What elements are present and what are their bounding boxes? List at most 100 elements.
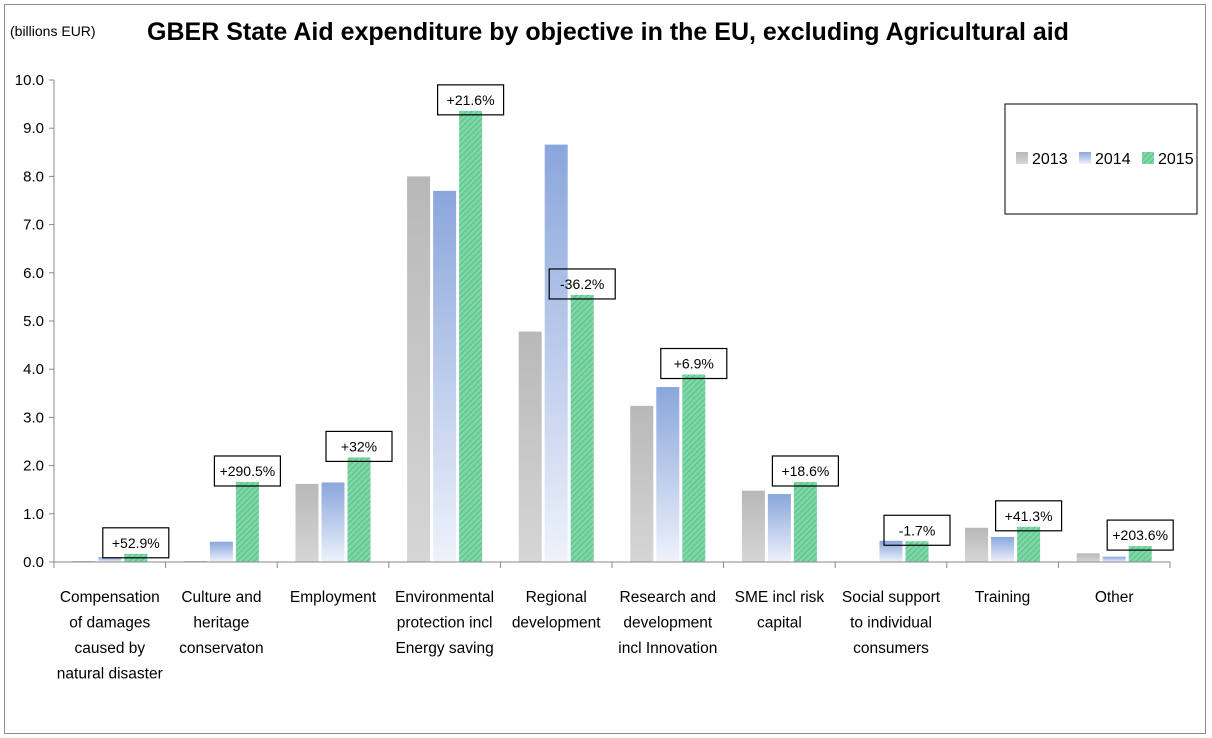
annotation-1: +290.5%	[213, 455, 281, 487]
annotation-text: +203.6%	[1112, 527, 1168, 543]
bar-2013-3	[407, 176, 431, 562]
bar-2014-2	[321, 482, 345, 562]
annotation-text: +18.6%	[781, 463, 829, 479]
bar-2014-8	[991, 536, 1015, 562]
y-tick-label: 7.0	[23, 217, 44, 234]
bar-2013-8	[965, 527, 989, 562]
legend-label-2013: 2013	[1032, 151, 1068, 168]
annotation-0: +52.9%	[102, 527, 170, 559]
bar-2015-8	[1017, 526, 1041, 562]
category-label: Training	[975, 589, 1030, 606]
bar-2013-2	[295, 483, 319, 562]
annotation-text: +41.3%	[1005, 508, 1053, 524]
category-label-line: caused by	[74, 640, 145, 657]
bar-2013-4	[518, 331, 542, 562]
y-tick-label: 1.0	[23, 506, 44, 523]
annotation-6: +18.6%	[771, 455, 840, 487]
annotation-box	[1106, 519, 1174, 551]
y-tick-label: 0.0	[23, 554, 44, 571]
change-annotations: +52.9% +290.5% +32% +21.6% -36.2% +6.9% +18.6%…	[102, 84, 1174, 559]
annotation-text: +21.6%	[447, 92, 495, 108]
category-label-line: development	[512, 615, 601, 632]
category-label-line: Training	[975, 589, 1030, 606]
category-label: Culture and heritage conservaton	[179, 589, 263, 657]
annotation-text: +6.9%	[674, 356, 714, 372]
category-label: Social support to individual consumers	[842, 589, 941, 657]
legend-label-2015: 2015	[1158, 151, 1194, 168]
bar-2015-1	[235, 481, 259, 562]
annotation-text: +290.5%	[220, 463, 276, 479]
bar-2015-9	[1128, 546, 1152, 562]
y-tick-label: 10.0	[15, 72, 44, 89]
bar-2014-6	[767, 494, 791, 562]
category-label-line: protection incl	[397, 615, 493, 632]
annotation-8: +41.3%	[994, 500, 1063, 532]
legend-box	[1004, 103, 1198, 215]
category-label: Compensation of damages caused by natural d…	[57, 589, 163, 683]
bar-2014-5	[656, 387, 680, 562]
y-tick-label: 9.0	[23, 120, 44, 137]
bar-2014-1	[209, 541, 233, 562]
annotation-text: +32%	[341, 438, 377, 454]
bar-2014-0	[98, 557, 122, 562]
annotation-box	[994, 500, 1063, 532]
bar-2013-6	[741, 490, 765, 562]
annotation-box	[883, 514, 951, 546]
category-label-line: Compensation	[60, 589, 160, 606]
annotation-2: +32%	[325, 430, 393, 463]
category-label-line: development	[623, 615, 712, 632]
bar-2014-3	[433, 190, 457, 563]
category-label-line: consumers	[853, 640, 929, 657]
annotation-text: -1.7%	[899, 522, 936, 538]
annotation-3: +21.6%	[437, 84, 505, 116]
y-tick-label: 5.0	[23, 313, 44, 330]
category-label-line: Social support	[842, 589, 941, 606]
category-label-line: Research and	[620, 589, 717, 606]
y-tick-label: 6.0	[23, 265, 44, 282]
bar-2015-7	[905, 541, 929, 562]
annotation-box	[548, 268, 616, 300]
annotation-text: +52.9%	[112, 535, 160, 551]
bar-2015-3	[459, 110, 483, 563]
bar-2015-2	[347, 457, 371, 562]
category-label: Employment	[290, 589, 377, 606]
category-label-line: SME incl risk	[735, 589, 825, 606]
bar-2014-9	[1102, 556, 1126, 562]
category-label-line: Employment	[290, 589, 377, 606]
annotation-text: -36.2%	[560, 276, 604, 292]
bar-2014-4	[544, 144, 568, 562]
category-label-line: to individual	[850, 615, 932, 632]
legend: 2013 2014 2015	[1004, 103, 1198, 215]
annotation-5: +6.9%	[660, 347, 728, 380]
bar-2015-6	[793, 481, 817, 562]
annotation-box	[437, 84, 505, 116]
x-axis: Compensation of damages caused by natural d…	[53, 561, 1171, 683]
annotation-box	[325, 430, 393, 463]
bar-2013-9	[1076, 553, 1100, 562]
y-tick-label: 8.0	[23, 168, 44, 185]
category-label-line: Other	[1095, 589, 1134, 606]
y-tick-label: 4.0	[23, 361, 44, 378]
annotation-box	[102, 527, 170, 559]
y-tick-label: 3.0	[23, 409, 44, 426]
annotation-box	[213, 455, 281, 487]
chart-title: GBER State Aid expenditure by objective …	[147, 18, 1069, 46]
annotation-4: -36.2%	[548, 268, 616, 300]
annotation-7: -1.7%	[883, 514, 951, 546]
y-tick-label: 2.0	[23, 458, 44, 475]
legend-swatch-2013	[1016, 152, 1028, 164]
category-label-line: conservaton	[179, 640, 263, 657]
category-label-line: natural disaster	[57, 666, 163, 683]
annotation-box	[771, 455, 840, 487]
legend-swatch-2014	[1079, 152, 1091, 164]
category-label-line: Energy saving	[395, 640, 493, 657]
category-label: Other	[1095, 589, 1134, 606]
bar-2014-7	[879, 540, 903, 562]
bars	[72, 110, 1152, 563]
category-label: Regional development	[512, 589, 601, 632]
category-label-line: of damages	[69, 615, 150, 632]
bar-2015-4	[570, 294, 594, 562]
category-label-line: Culture and	[181, 589, 261, 606]
category-label-line: Regional	[526, 589, 587, 606]
